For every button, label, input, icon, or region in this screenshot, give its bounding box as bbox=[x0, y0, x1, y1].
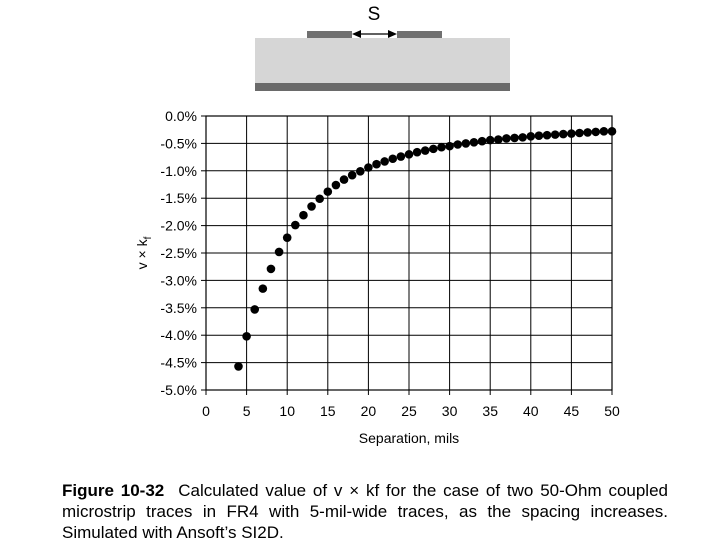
data-point bbox=[510, 133, 519, 143]
x-tick-label: 30 bbox=[442, 403, 458, 419]
caption-text: Calculated value of v × kf for the case … bbox=[62, 481, 668, 542]
x-tick-label: 0 bbox=[202, 403, 210, 419]
data-point bbox=[234, 362, 243, 371]
data-point bbox=[567, 129, 576, 138]
data-point bbox=[315, 194, 324, 204]
scatter-chart: 0.0% -0.5% -1.0% -1.5% -2.0% -2.5% -3.0% -3.5% -… bbox=[134, 108, 620, 446]
data-point bbox=[307, 202, 316, 211]
figure-caption: Figure 10-32 Calculated value of v × kf f… bbox=[62, 480, 668, 543]
data-point bbox=[542, 130, 552, 140]
y-tick-label: -4.0% bbox=[160, 327, 197, 343]
y-tick-label: -3.0% bbox=[160, 272, 197, 288]
y-tick-label: -4.5% bbox=[160, 355, 197, 371]
data-point bbox=[372, 159, 381, 169]
figure-number: Figure 10-32 bbox=[62, 481, 165, 500]
data-point bbox=[550, 130, 560, 139]
data-point bbox=[534, 131, 544, 141]
x-tick-label: 50 bbox=[604, 403, 620, 419]
data-point bbox=[250, 305, 260, 314]
x-axis-title: Separation, mils bbox=[359, 430, 459, 446]
grid-lines bbox=[205, 115, 613, 391]
right-trace bbox=[397, 31, 442, 38]
data-point bbox=[299, 210, 308, 220]
x-tick-label: 40 bbox=[523, 403, 539, 419]
data-point bbox=[445, 141, 454, 151]
x-tick-label: 35 bbox=[482, 403, 498, 419]
data-point bbox=[404, 150, 414, 159]
x-tick-label: 25 bbox=[401, 403, 417, 419]
y-tick-label: -1.5% bbox=[160, 190, 197, 206]
data-point bbox=[437, 142, 446, 152]
y-axis-ticks: 0.0% -0.5% -1.0% -1.5% -2.0% -2.5% -3.0% -3.5% -… bbox=[160, 108, 206, 398]
data-point bbox=[469, 138, 479, 147]
y-tick-label: -2.0% bbox=[160, 218, 197, 234]
data-point bbox=[266, 264, 276, 274]
data-point bbox=[558, 129, 568, 139]
data-point bbox=[575, 128, 584, 138]
data-point bbox=[242, 331, 251, 341]
y-tick-label: -2.5% bbox=[160, 245, 197, 261]
data-point bbox=[607, 127, 617, 136]
data-point bbox=[355, 167, 365, 176]
data-point bbox=[420, 146, 430, 155]
data-point bbox=[518, 133, 527, 142]
x-tick-label: 5 bbox=[243, 403, 251, 419]
data-point bbox=[347, 170, 357, 180]
data-point bbox=[380, 157, 389, 166]
y-tick-label: -3.5% bbox=[160, 300, 197, 316]
data-point bbox=[591, 127, 601, 137]
x-axis-ticks: 0 5 10 15 20 25 30 35 40 45 50 bbox=[202, 390, 620, 419]
data-point bbox=[274, 247, 284, 257]
data-point bbox=[502, 134, 511, 143]
data-point bbox=[453, 140, 463, 149]
x-tick-label: 45 bbox=[564, 403, 580, 419]
data-point bbox=[291, 220, 300, 230]
data-point bbox=[282, 233, 292, 242]
data-point bbox=[331, 180, 341, 190]
data-point bbox=[583, 128, 592, 137]
x-tick-label: 15 bbox=[320, 403, 336, 419]
y-tick-label: -0.5% bbox=[160, 135, 197, 151]
spacing-label: S bbox=[368, 4, 381, 25]
data-point bbox=[429, 144, 438, 154]
y-tick-label: 0.0% bbox=[165, 108, 197, 124]
data-point bbox=[461, 139, 471, 148]
x-tick-label: 10 bbox=[279, 403, 295, 419]
data-points bbox=[234, 127, 617, 371]
data-point bbox=[485, 135, 495, 145]
substrate bbox=[255, 38, 510, 83]
data-point bbox=[526, 131, 536, 141]
data-point bbox=[477, 136, 487, 146]
y-tick-label: -5.0% bbox=[160, 382, 197, 398]
data-point bbox=[494, 135, 503, 144]
y-axis-title: v × kf bbox=[134, 236, 154, 269]
data-point bbox=[396, 152, 406, 161]
data-point bbox=[599, 127, 609, 136]
spacing-arrow bbox=[352, 30, 397, 38]
data-point bbox=[258, 284, 268, 293]
left-trace bbox=[307, 31, 352, 38]
y-tick-label: -1.0% bbox=[160, 163, 197, 179]
microstrip-cross-section: S bbox=[255, 4, 510, 91]
data-point bbox=[364, 163, 373, 172]
data-point bbox=[323, 187, 333, 196]
ground-plane bbox=[255, 83, 510, 91]
data-point bbox=[339, 175, 349, 184]
data-point bbox=[388, 154, 398, 164]
data-point bbox=[412, 147, 422, 157]
x-tick-label: 20 bbox=[361, 403, 377, 419]
